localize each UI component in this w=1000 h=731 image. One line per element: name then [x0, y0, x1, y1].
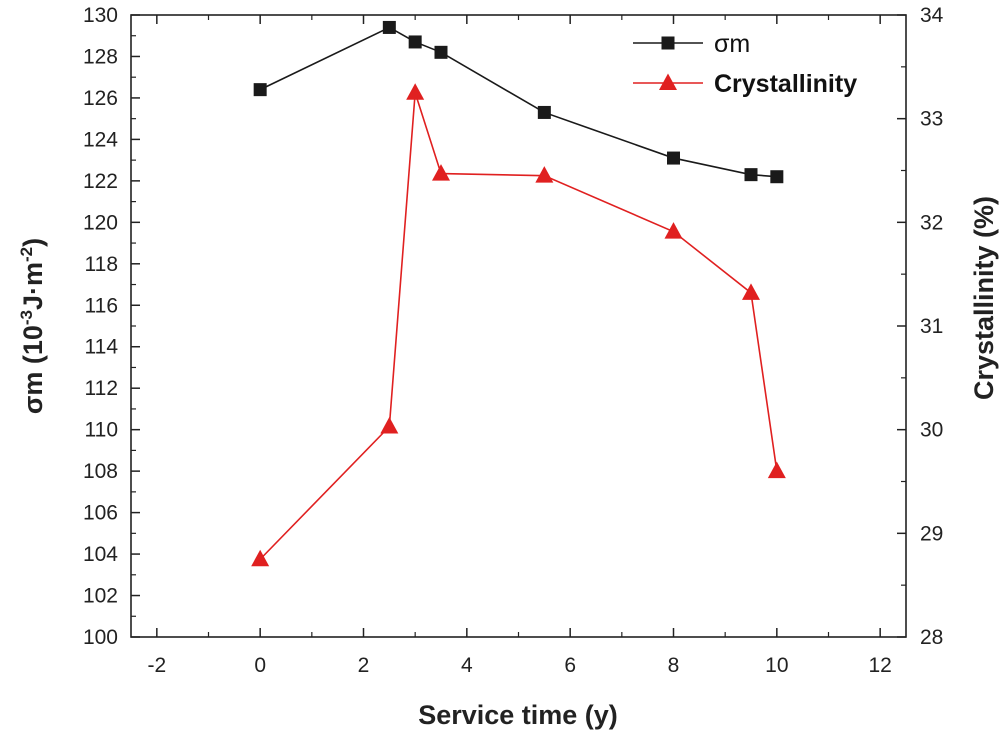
y-left-tick-label: 128	[83, 45, 118, 68]
series-crystallinity-point	[535, 166, 554, 183]
y-right-tick-label: 31	[920, 315, 943, 338]
y-left-tick-label: 116	[85, 294, 118, 317]
y-left-title-main: σm (10	[18, 325, 48, 414]
y-right-tick-label: 34	[920, 4, 944, 27]
series-crystallinity-point	[767, 461, 786, 479]
y-right-tick-label: 32	[920, 211, 943, 234]
y-left-tick-label: 126	[83, 87, 118, 110]
y-right-tick-label: 30	[920, 419, 943, 442]
y-right-tick-label: 33	[920, 108, 943, 131]
y-left-title-sup2: -2	[17, 247, 36, 262]
series-sigma-point	[408, 35, 422, 49]
series-sigma-point	[667, 151, 680, 165]
x-tick-label: 10	[765, 654, 788, 677]
x-tick-label: 6	[564, 654, 576, 677]
y-left-axis-title: σm (10-3J·m-2)	[17, 238, 48, 414]
y-left-tick-label: 112	[85, 377, 118, 400]
x-tick-label: 2	[358, 654, 370, 677]
y-left-tick-label: 124	[83, 128, 118, 151]
series-crystallinity-point	[380, 417, 399, 434]
series-crystallinity-point	[251, 549, 270, 567]
y-left-tick-label: 110	[85, 419, 118, 442]
series-crystallinity-line	[259, 92, 778, 560]
legend: σm Crystallinity	[633, 30, 857, 98]
x-tick-label: 4	[461, 654, 473, 677]
series-crystallinity-point	[406, 83, 425, 100]
x-tick-label: 12	[868, 654, 891, 677]
y-left-tick-label: 102	[83, 585, 118, 608]
series-crystallinity-point	[664, 222, 683, 239]
y-left-tick-label: 100	[83, 626, 118, 649]
series-crystallinity-point	[742, 283, 760, 300]
y-right-tick-label: 28	[920, 626, 943, 649]
legend-crystallinity-marker	[659, 73, 677, 90]
legend-sigma-label: σm	[714, 30, 750, 58]
series-layer	[251, 20, 786, 567]
x-axis-title: Service time (y)	[418, 700, 618, 730]
series-sigma-point	[253, 83, 267, 97]
series-sigma-point	[382, 20, 396, 34]
series-sigma-point	[537, 105, 551, 119]
y-left-title-mid: J·m	[18, 262, 48, 310]
legend-sigma-marker	[661, 36, 675, 50]
ticks: -2 0 2 4 6 8 10 12 100 102 104 106 108 110 112 114 116 11…	[83, 4, 944, 677]
y-left-tick-label: 104	[83, 543, 118, 566]
x-tick-label: -2	[147, 654, 166, 677]
x-tick-label: 0	[254, 654, 266, 677]
y-left-tick-label: 108	[83, 460, 118, 483]
y-left-tick-label: 114	[85, 336, 119, 359]
series-sigma-point	[744, 168, 758, 182]
y-left-title-end: )	[18, 238, 48, 247]
series-sigma-point	[770, 170, 784, 184]
y-left-tick-label: 122	[83, 170, 118, 193]
y-left-tick-label: 120	[83, 211, 118, 234]
y-left-tick-label: 118	[85, 253, 118, 276]
series-sigma-line	[259, 26, 777, 178]
y-left-tick-label: 106	[83, 502, 118, 525]
x-tick-label: 8	[668, 654, 680, 677]
series-crystallinity-point	[432, 164, 450, 181]
series-sigma-point	[434, 45, 448, 59]
plot-frame	[130, 14, 907, 638]
y-right-axis-title: Crystallinity (%)	[969, 196, 999, 400]
y-right-tick-label: 29	[920, 522, 943, 545]
legend-crystallinity-label: Crystallinity	[714, 70, 857, 98]
y-left-tick-label: 130	[83, 4, 118, 27]
y-left-title-sup1: -3	[17, 310, 36, 325]
